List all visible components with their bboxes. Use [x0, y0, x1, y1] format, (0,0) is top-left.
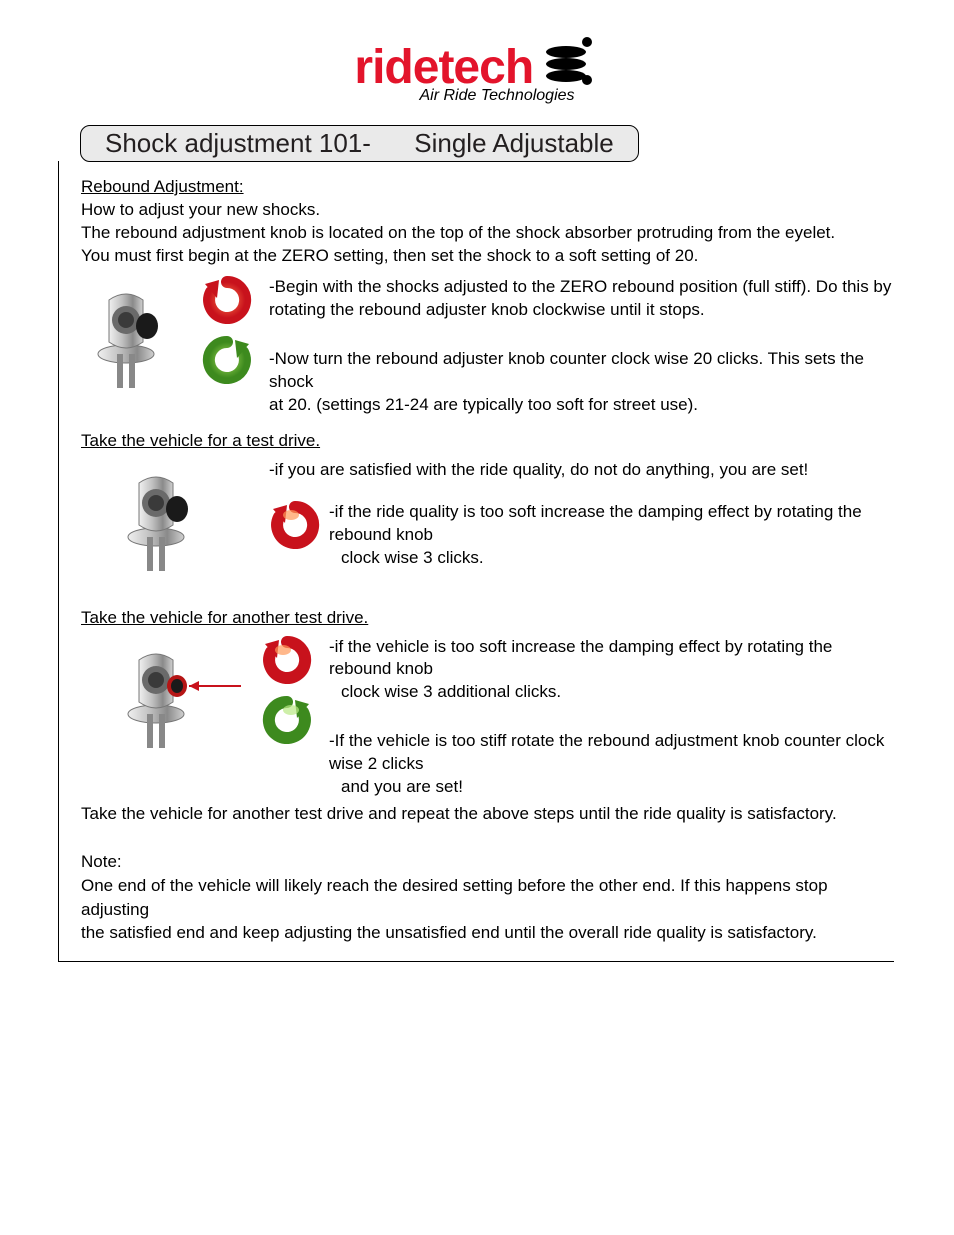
- note-head: Note:: [81, 850, 894, 874]
- s1-step2a: -Now turn the rebound adjuster knob coun…: [269, 348, 894, 394]
- s1-step1a: -Begin with the shocks adjusted to the Z…: [269, 276, 894, 299]
- clockwise-red-icon: [269, 501, 321, 549]
- s3-t1a: -if the vehicle is too soft increase the…: [329, 636, 894, 682]
- s1-step1b: rotating the rebound adjuster knob clock…: [269, 299, 894, 322]
- s1-line2: The rebound adjustment knob is located o…: [81, 222, 894, 245]
- title-text: Shock adjustment 101- Single Adjustable: [105, 128, 614, 158]
- s3-after: Take the vehicle for another test drive …: [81, 803, 894, 826]
- s2-text: -if you are satisfied with the ride qual…: [261, 459, 894, 571]
- s1-head: Rebound Adjustment:: [81, 177, 894, 197]
- clockwise-red-icon: [201, 276, 253, 324]
- s1-step2b: at 20. (settings 21-24 are typically too…: [269, 394, 894, 417]
- shock-image-1: [81, 276, 201, 397]
- counterclockwise-green-icon: [201, 336, 253, 384]
- note-line1: One end of the vehicle will likely reach…: [81, 874, 894, 922]
- s3-row: -if the vehicle is too soft increase the…: [81, 636, 894, 800]
- s1-row: -Begin with the shocks adjusted to the Z…: [81, 276, 894, 417]
- s1-arrows: [201, 276, 261, 384]
- s3-t2a: -If the vehicle is too stiff rotate the …: [329, 730, 894, 776]
- logo-icon: [544, 36, 600, 91]
- note-block: Note: One end of the vehicle will likely…: [81, 850, 894, 945]
- s1-line3: You must first begin at the ZERO setting…: [81, 245, 894, 268]
- content-frame: Rebound Adjustment: How to adjust your n…: [58, 161, 894, 962]
- logo-tagline: Air Ride Technologies: [100, 87, 894, 105]
- note-line2: the satisfied end and keep adjusting the…: [81, 921, 894, 945]
- s2-row: -if you are satisfied with the ride qual…: [81, 459, 894, 580]
- title-box: Shock adjustment 101- Single Adjustable: [80, 125, 639, 162]
- logo-header: ridetech Air Ride Technologies: [60, 40, 894, 105]
- s3-steps: -if the vehicle is too soft increase the…: [321, 636, 894, 800]
- s2-t2b: clock wise 3 clicks.: [329, 547, 894, 570]
- s1-line1: How to adjust your new shocks.: [81, 199, 894, 222]
- s1-steps: -Begin with the shocks adjusted to the Z…: [261, 276, 894, 417]
- s2-t2a: -if the ride quality is too soft increas…: [329, 501, 894, 547]
- shock-image-2: [81, 459, 261, 580]
- s3-head: Take the vehicle for another test drive.: [81, 608, 894, 628]
- s3-t2b: and you are set!: [329, 776, 894, 799]
- s2-head: Take the vehicle for a test drive.: [81, 431, 894, 451]
- s2-t1: -if you are satisfied with the ride qual…: [269, 459, 894, 482]
- s3-t1b: clock wise 3 additional clicks.: [329, 681, 894, 704]
- shock-image-3: [81, 636, 261, 757]
